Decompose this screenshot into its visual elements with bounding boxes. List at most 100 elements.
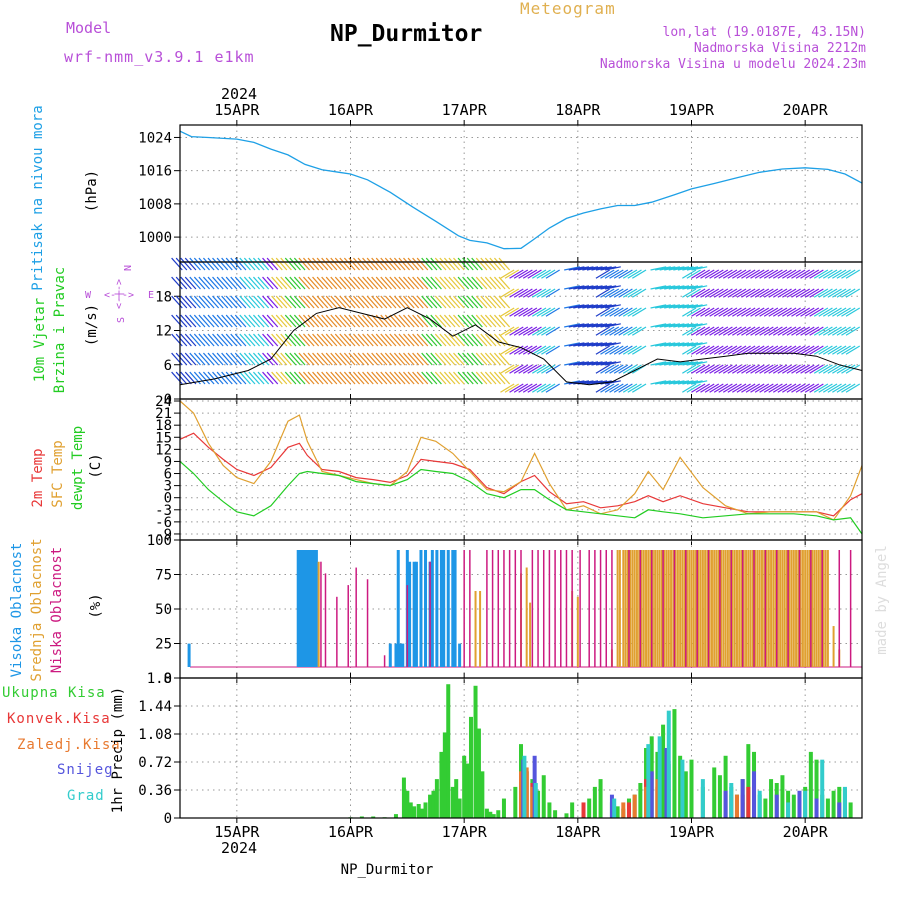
wind-arrow [686,345,701,355]
wind-arrow [695,269,710,279]
wind-arrow [595,285,612,290]
wind-arrow [198,352,211,366]
wind-arrow [416,333,429,347]
wind-arrow [695,364,710,374]
wind-arrow [754,269,770,279]
wind-arrow [741,269,756,279]
wind-arrow [586,285,603,290]
wind-arrow [434,257,447,271]
wind-arrow [822,288,838,298]
wind-arrow [613,364,629,374]
wind-arrow [480,371,492,385]
wind-arrow [664,266,681,271]
pressure-unit-label: (hPa) [84,170,100,212]
wind-arrow [380,333,392,347]
wind-arrow [339,314,351,328]
wind-arrow [403,257,415,271]
wind-arrow [434,352,447,366]
wind-arrow [280,295,292,309]
wind-arrow [198,276,211,290]
wind-arrow [600,323,617,328]
wind-arrow [416,314,429,328]
temp-ytick-label: 0 [164,491,172,507]
wind-arrow [500,307,515,317]
wind-arrow [759,364,774,374]
wind-arrow [509,269,524,279]
wind-arrow [782,307,797,317]
wind-arrow [312,257,324,271]
wind-arrow [700,383,715,393]
wind-arrow [727,307,742,317]
wind-arrow [795,326,811,336]
wind-arrow [782,326,797,336]
wind-arrow [604,383,620,393]
wind-arrow [243,371,256,385]
wind-arrow [266,352,279,366]
wind-arrow [248,333,261,347]
wind-arrow [604,345,620,355]
wind-arrow [202,257,215,271]
wind-arrow [531,383,547,393]
wind-arrow [732,326,747,336]
total-precip-bar [547,802,552,818]
wind-arrow [677,361,694,366]
wind-ytick-label: 12 [155,324,172,340]
snow-bar [609,794,614,818]
wind-arrow [664,323,681,328]
wind-arrow [582,304,599,309]
wind-arrow [813,345,829,355]
wind-arrow [695,345,710,355]
wind-arrow [809,326,824,336]
wind-arrow [393,314,406,328]
wind-arrow [777,269,792,279]
wind-arrow [741,288,756,298]
wind-arrow [804,326,820,336]
wind-arrow [316,333,329,347]
wind-arrow [189,314,201,328]
wind-arrow [480,257,492,271]
wind-arrow [430,333,442,347]
wind-arrow [836,364,851,374]
wind-arrow [664,285,681,290]
wind-arrow [189,333,201,347]
wind-arrow [334,352,347,366]
wind-arrow [380,352,392,366]
wind-arrow [462,314,474,328]
wind-arrow [600,383,615,393]
wind-arrow [677,266,694,271]
total-precip-bar [825,798,830,818]
wind-arrow [618,345,633,355]
wind-arrow [841,383,856,393]
wind-arrow [480,314,492,328]
wind-arrow [193,295,206,309]
wind-arrow [595,269,610,279]
year-label-bottom: 2024 [221,839,257,857]
wind-arrow [836,307,851,317]
wind-arrow [239,257,251,271]
wind-arrow [818,288,833,298]
wind-arrow [536,345,551,355]
wind-arrow [243,295,256,309]
wind-arrow [668,342,685,347]
wind-arrow [303,352,315,366]
location-readout: lon,lat (19.0187E, 43.15N) [662,25,867,40]
wind-arrow [586,361,603,366]
wind-arrow [484,257,497,271]
total-precip-bar [420,808,425,818]
total-precip-bar [446,684,451,818]
wind-arrow [303,276,315,290]
wind-arrow [604,323,621,328]
wind-arrow [384,352,397,366]
wind-arrow [763,326,779,336]
wind-arrow [609,269,624,279]
wind-arrow [686,380,703,385]
wind-arrow [221,314,233,328]
wind-arrow [591,304,608,309]
wind-arrow [348,314,361,328]
wind-arrow [750,383,765,393]
wind-arrow [280,314,292,328]
wind-arrow [253,333,265,347]
wind-arrow [609,364,624,374]
wind-arrow [453,352,465,366]
wind-arrow [704,307,720,317]
